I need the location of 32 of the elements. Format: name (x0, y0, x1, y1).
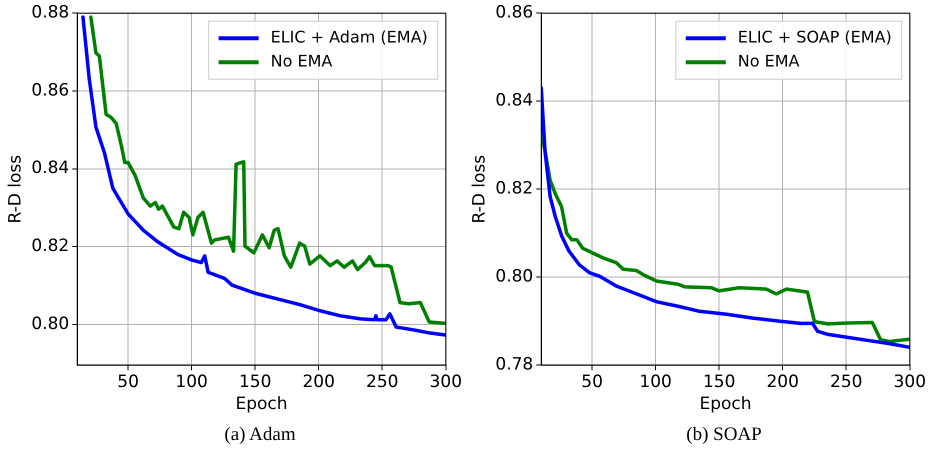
x-tick-label: 50 (581, 372, 603, 392)
x-tick-label: 150 (238, 372, 272, 392)
y-tick-label: 0.82 (495, 178, 534, 199)
x-tick-label: 100 (175, 372, 208, 392)
text: (b) SOAP (685, 424, 763, 446)
y-tick-label: 0.80 (495, 266, 534, 287)
x-tick-label: 300 (894, 372, 926, 392)
x-tick-label: 200 (766, 372, 799, 392)
y-tick-label: 0.82 (31, 236, 70, 256)
legend-label: ELIC + Adam (EMA) (270, 27, 428, 46)
y-axis-title: R-D loss (470, 154, 490, 224)
y-tick-label: 0.86 (31, 80, 70, 100)
x-tick-label: 250 (366, 372, 398, 392)
legend-label: No EMA (738, 51, 800, 70)
x-axis-title: Epoch (235, 394, 288, 414)
x-tick-label: 50 (117, 372, 139, 392)
x-tick-label: 300 (430, 372, 462, 392)
x-axis-title: Epoch (699, 394, 752, 414)
y-tick-label: 0.88 (31, 2, 70, 23)
y-tick-label: 0.86 (495, 2, 534, 23)
y-tick-label: 0.84 (495, 90, 534, 111)
y-tick-label: 0.80 (31, 314, 70, 334)
x-tick-label: 150 (702, 372, 736, 392)
y-tick-label: 0.78 (495, 354, 534, 375)
text: (a) Adam (223, 424, 297, 446)
x-tick-label: 100 (639, 372, 672, 392)
x-tick-label: 200 (302, 372, 335, 392)
y-axis-title: R-D loss (6, 154, 26, 224)
legend-label: ELIC + SOAP (EMA) (738, 27, 892, 46)
x-tick-label: 250 (830, 372, 862, 392)
legend-label: No EMA (270, 51, 332, 70)
y-tick-label: 0.84 (31, 158, 70, 178)
